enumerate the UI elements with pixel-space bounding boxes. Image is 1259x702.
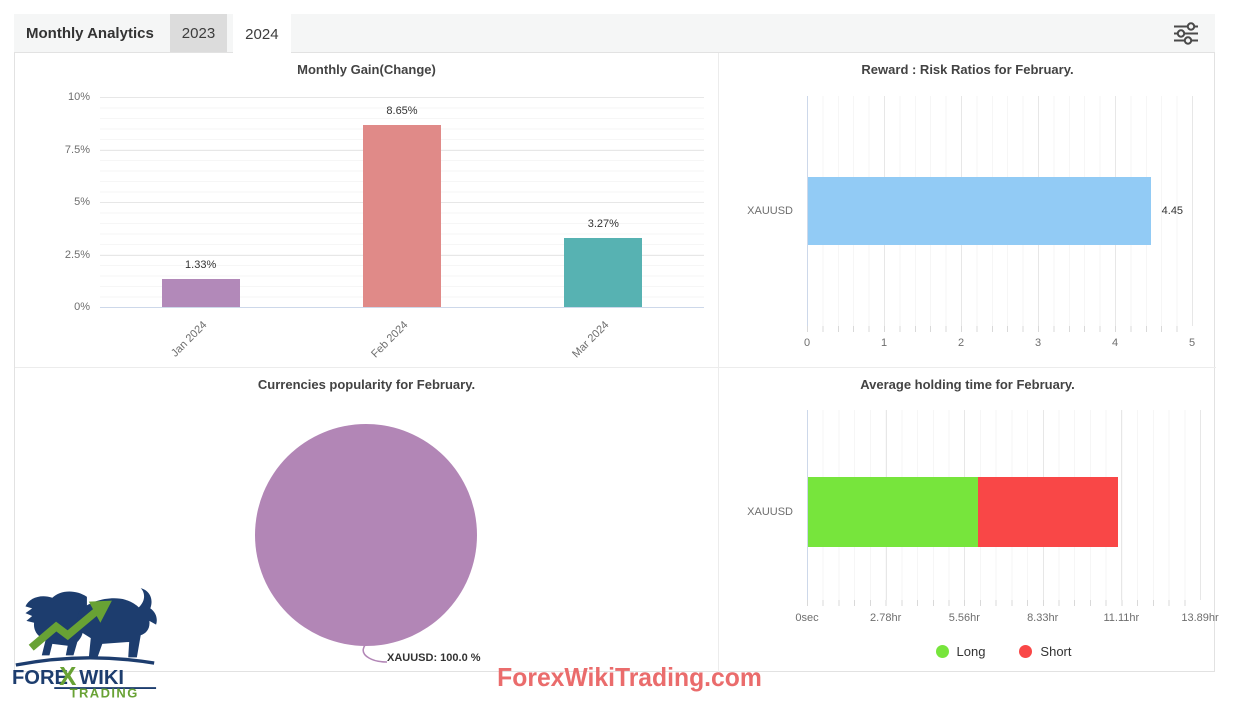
trend-arrow-icon (28, 608, 99, 651)
x-axis-tick-label: 0 (803, 337, 811, 349)
long-legend-dot (935, 645, 949, 658)
pie-callout-label: XAUUSD: 100.0 % (387, 652, 481, 664)
tab-2024[interactable]: 2024 (233, 14, 291, 54)
x-gridline (807, 96, 808, 326)
x-axis-tick-label: 1 (880, 337, 888, 349)
pie-slice-xauusd[interactable] (255, 424, 477, 646)
tab-2023[interactable]: 2023 (169, 14, 228, 52)
gain-bar-feb-2024[interactable] (363, 125, 441, 307)
y-axis-tick-label: 5% (74, 196, 90, 208)
x-axis-tick-label: 8.33hr (1027, 612, 1059, 624)
gain-bar-value: 1.33% (185, 259, 217, 272)
reward-risk-title: Reward : Risk Ratios for February. (861, 62, 1074, 77)
holding-bar-short[interactable] (977, 477, 1118, 547)
gain-bar-jan-2024[interactable] (161, 279, 240, 307)
reward-risk-category-label: XAUUSD (747, 205, 793, 217)
x-axis-tick-label: 0sec (795, 612, 819, 624)
x-axis-tick-label: 3 (1034, 337, 1042, 349)
gain-bar-value: 3.27% (587, 218, 619, 231)
y-axis-tick-label: 2.5% (64, 248, 90, 261)
x-axis-tick-label: 5 (1188, 337, 1196, 349)
monthly-gain-title: Monthly Gain(Change) (297, 62, 436, 77)
x-gridline (807, 410, 808, 600)
x-axis-tick-label: 2.78hr (870, 612, 902, 624)
holding-time-category-label: XAUUSD (747, 506, 793, 518)
x-axis-tick-label: 11.11hr (1103, 612, 1140, 624)
reward-risk-bar-xauusd[interactable] (808, 177, 1151, 245)
forex-wiki-trading-logo: FORE X WIKI TRADING (12, 588, 157, 700)
x-axis-tick-label: 2 (957, 337, 965, 349)
x-gridline (1192, 96, 1193, 326)
toolbar-spacer (297, 14, 1171, 52)
logo-text-fore: FORE (12, 667, 68, 689)
trend-arrow-head (88, 600, 112, 623)
short-legend-dot (1019, 645, 1033, 658)
y-axis-tick-label: 0% (74, 301, 90, 313)
legend-item-long[interactable]: Long (935, 644, 986, 659)
axis-tickmarks (807, 326, 1192, 332)
y-gridline (100, 307, 704, 308)
monthly-gain-plot: 0% 2.5% 5% 7.5% 10% 1.33% Jan 2024 8.65% Feb 202… (65, 91, 704, 360)
reward-risk-value-label: 4.45 (1161, 205, 1184, 217)
holding-time-legend: Long Short (807, 644, 1200, 659)
x-axis-tick-label: 13.89hr (1181, 612, 1219, 624)
legend-label-long: Long (956, 644, 986, 659)
y-axis-tick-label: 10% (67, 91, 90, 103)
axis-tickmarks (807, 600, 1200, 606)
legend-label-short: Short (1040, 644, 1072, 659)
charts-grid: Monthly Gain(Change) 0% 2.5% 5% 7.5% 10% 1.33… (14, 52, 1219, 673)
holding-time-chart: Average holding time for February. 0sec 2… (718, 367, 1219, 673)
x-gridline (1121, 410, 1123, 600)
logo-text-x: X (59, 663, 77, 691)
x-gridline (1200, 410, 1201, 600)
pie-callout-line (362, 638, 388, 663)
monthly-gain-chart: Monthly Gain(Change) 0% 2.5% 5% 7.5% 10% 1.33… (15, 53, 718, 367)
y-gridline (100, 97, 704, 98)
currencies-popularity-chart: Currencies popularity for February. XAUU… (15, 367, 718, 673)
filter-sliders-icon[interactable] (1171, 18, 1201, 48)
site-watermark: ForexWikiTrading.com (497, 662, 762, 692)
holding-time-title: Average holding time for February. (860, 377, 1075, 392)
x-axis-tick-label: 5.56hr (948, 612, 980, 624)
y-axis-tick-label: 7.5% (64, 143, 90, 156)
x-axis-tick-label: 4 (1111, 337, 1119, 349)
legend-item-short[interactable]: Short (1019, 644, 1072, 659)
pie-leader-path (362, 638, 388, 663)
page-title: Monthly Analytics (26, 24, 154, 42)
logo-text-wiki: WIKI (79, 667, 124, 689)
currencies-popularity-title: Currencies popularity for February. (257, 377, 476, 392)
analytics-toolbar: Monthly Analytics 2023 2024 (14, 14, 1215, 54)
logo-swoosh (15, 656, 155, 667)
holding-time-plot: 0sec 2.78hr 5.56hr 8.33hr 11.11hr 13.89hr XAUU… (747, 410, 1219, 624)
logo-text-trading: TRADING (70, 686, 139, 700)
reward-risk-chart: Reward : Risk Ratios for February. 0 1 2 3 4… (718, 53, 1216, 367)
gain-bar-mar-2024[interactable] (564, 238, 643, 307)
holding-bar-long[interactable] (808, 477, 978, 547)
reward-risk-plot: 0 1 2 3 4 5 4.45 XAUUSD (747, 96, 1195, 349)
gain-bar-value: 8.65% (386, 105, 418, 118)
